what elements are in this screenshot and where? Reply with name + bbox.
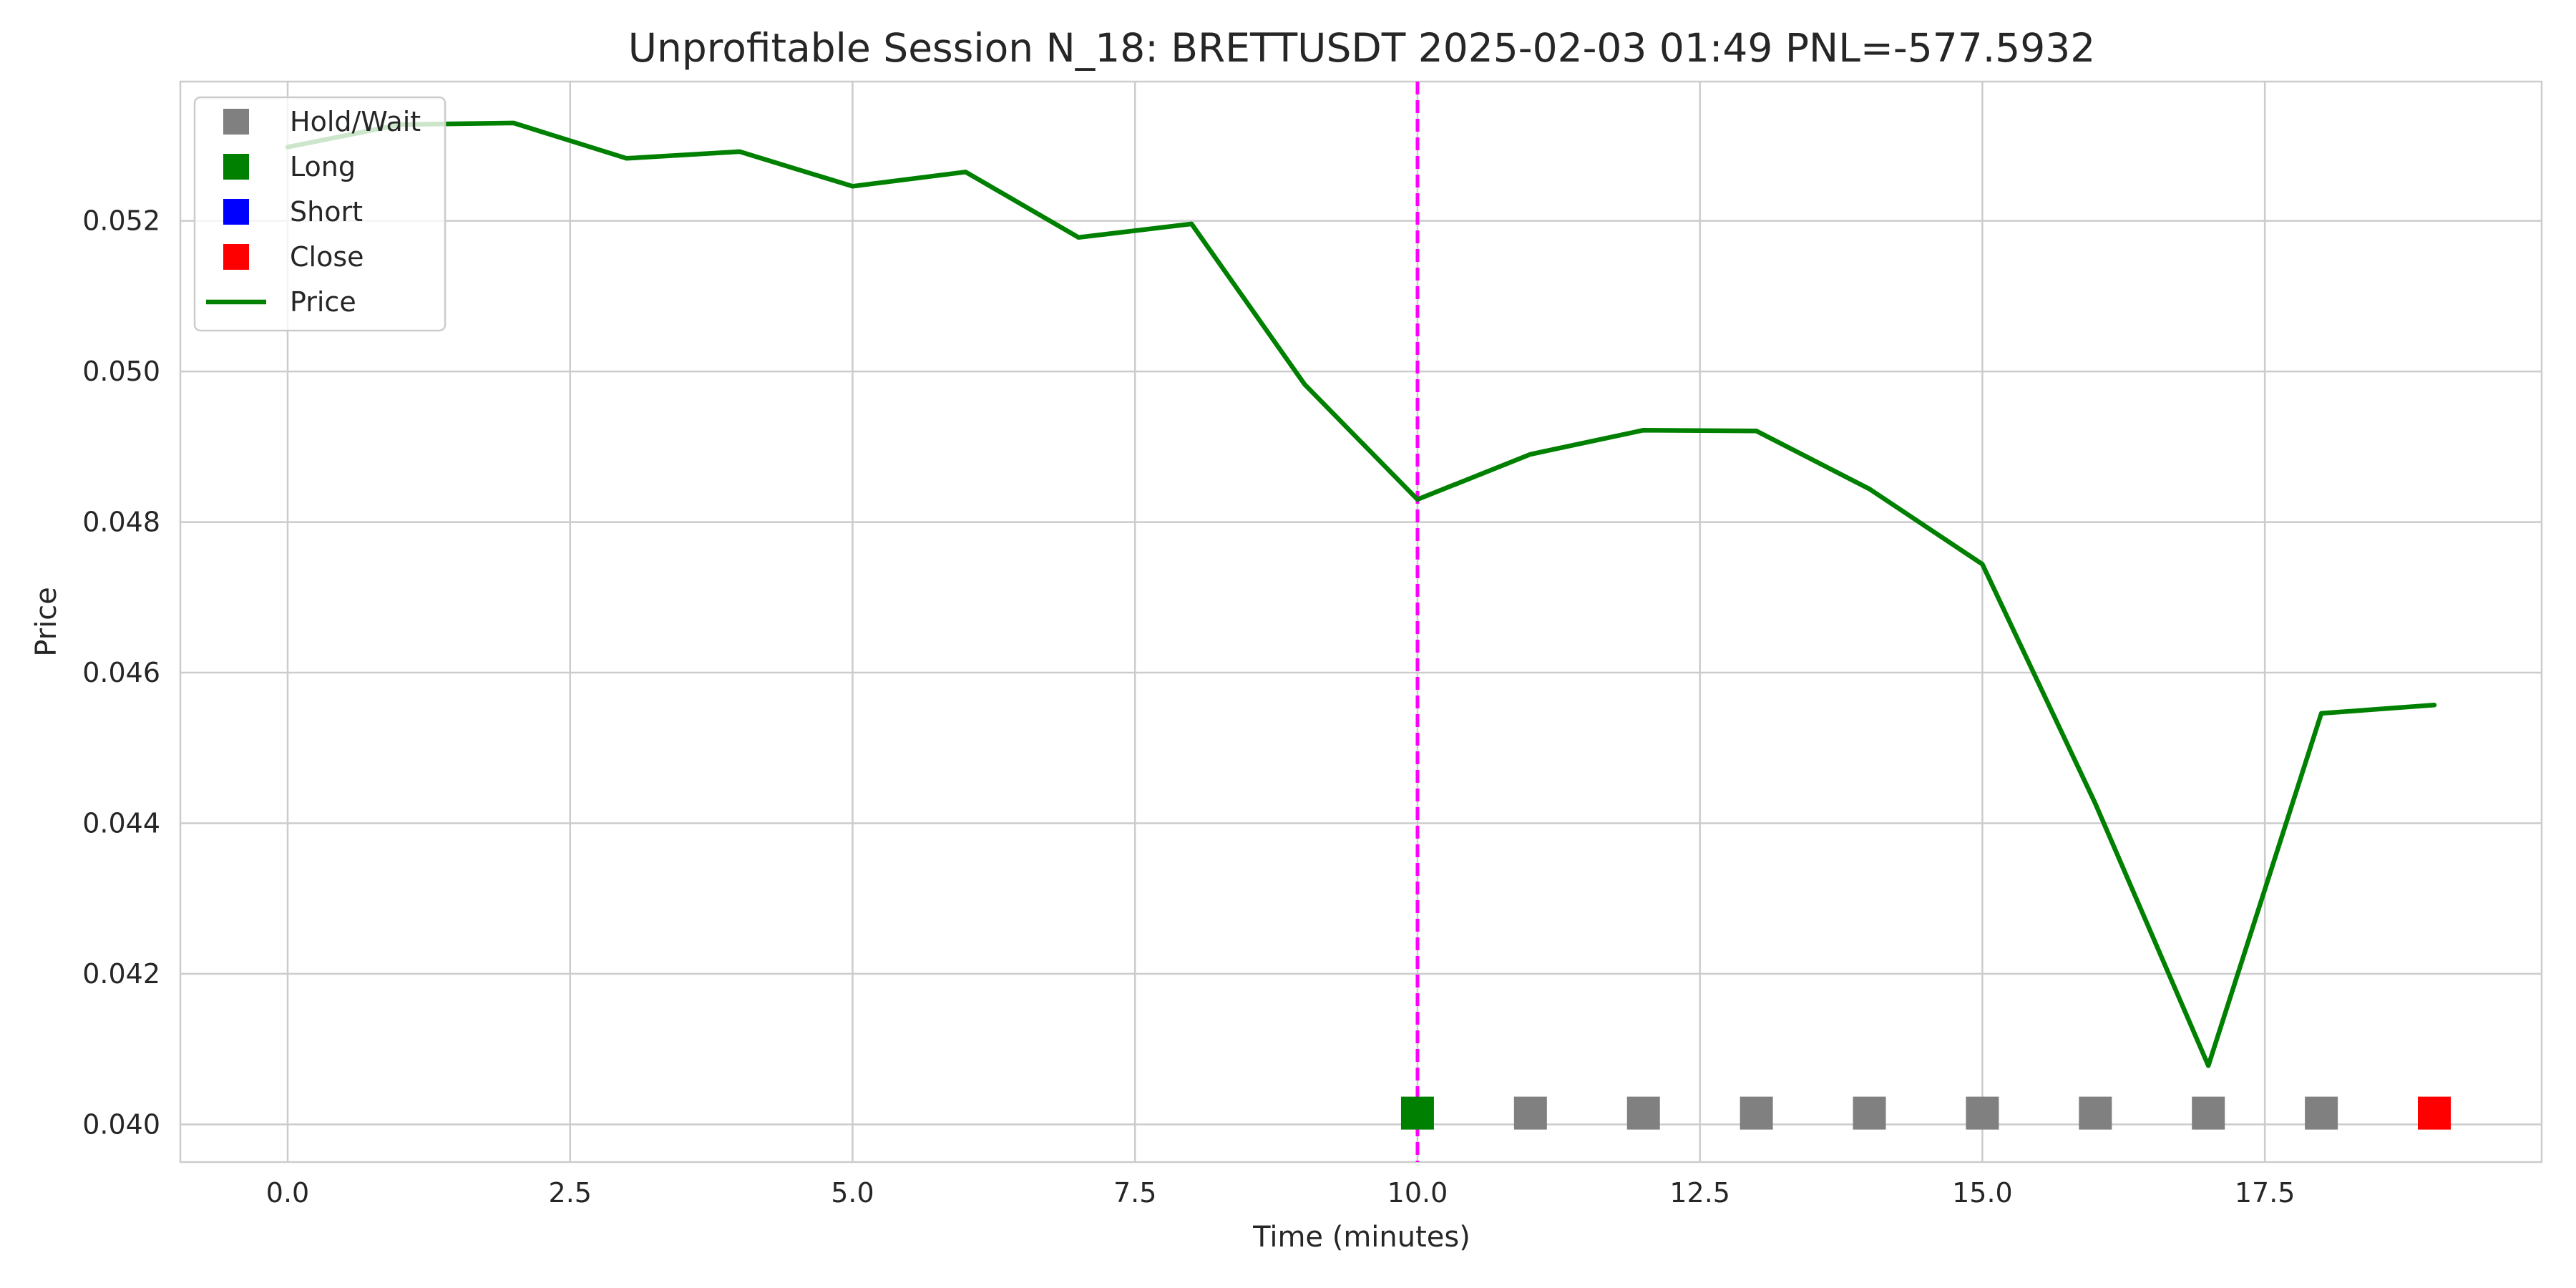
y-tick-label: 0.042 [82, 958, 160, 990]
y-tick-label: 0.040 [82, 1108, 160, 1140]
price-line [285, 120, 2437, 1068]
x-tick-label: 0.0 [266, 1177, 309, 1209]
action-marker-hold-wait [2192, 1096, 2225, 1130]
x-tick-label: 17.5 [2235, 1177, 2296, 1209]
legend-swatch [223, 199, 249, 225]
legend-label: Long [290, 151, 356, 182]
legend: Hold/Wait Long Short Close Price [193, 96, 447, 332]
action-marker-hold-wait [1966, 1096, 1999, 1130]
action-marker-hold-wait [1626, 1096, 1660, 1130]
action-marker-hold-wait [1853, 1096, 1886, 1130]
legend-swatch [223, 244, 249, 270]
action-marker-long [1400, 1096, 1434, 1130]
y-axis-label: Price [30, 587, 63, 657]
x-tick-label: 15.0 [1952, 1177, 2013, 1209]
y-tick-label: 0.052 [82, 205, 160, 237]
legend-swatch [223, 109, 249, 135]
x-tick-label: 10.0 [1387, 1177, 1448, 1209]
x-tick-label: 2.5 [549, 1177, 592, 1209]
action-markers [1400, 1096, 2451, 1130]
action-marker-hold-wait [1740, 1096, 1773, 1130]
price-series [285, 120, 2437, 1068]
action-marker-hold-wait [1513, 1096, 1547, 1130]
y-tick-labels: 0.040 0.042 0.044 0.046 0.048 0.050 0.052 [82, 205, 160, 1141]
legend-label: Short [290, 196, 363, 228]
x-tick-label: 12.5 [1669, 1177, 1730, 1209]
y-tick-label: 0.048 [82, 507, 160, 538]
legend-label: Close [290, 241, 364, 273]
y-tick-label: 0.050 [82, 356, 160, 387]
grid [180, 82, 2542, 1162]
legend-label: Price [290, 286, 356, 318]
x-tick-labels: 0.0 2.5 5.0 7.5 10.0 12.5 15.0 17.5 [266, 1177, 2296, 1209]
plot-frame [179, 80, 2543, 1163]
y-tick-label: 0.046 [82, 657, 160, 688]
legend-swatch [223, 154, 249, 180]
legend-box [193, 96, 447, 332]
x-tick-label: 7.5 [1113, 1177, 1156, 1209]
action-marker-close [2418, 1096, 2451, 1130]
chart-title: Unprofitable Session N_18: BRETTUSDT 202… [628, 25, 2095, 71]
action-marker-hold-wait [2305, 1096, 2338, 1130]
legend-label: Hold/Wait [290, 106, 421, 137]
action-marker-hold-wait [2079, 1096, 2112, 1130]
y-tick-label: 0.044 [82, 807, 160, 839]
x-axis-label: Time (minutes) [1252, 1221, 1470, 1254]
x-tick-label: 5.0 [831, 1177, 874, 1209]
